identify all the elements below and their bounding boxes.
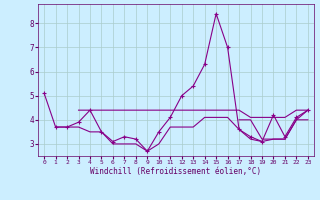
X-axis label: Windchill (Refroidissement éolien,°C): Windchill (Refroidissement éolien,°C) <box>91 167 261 176</box>
